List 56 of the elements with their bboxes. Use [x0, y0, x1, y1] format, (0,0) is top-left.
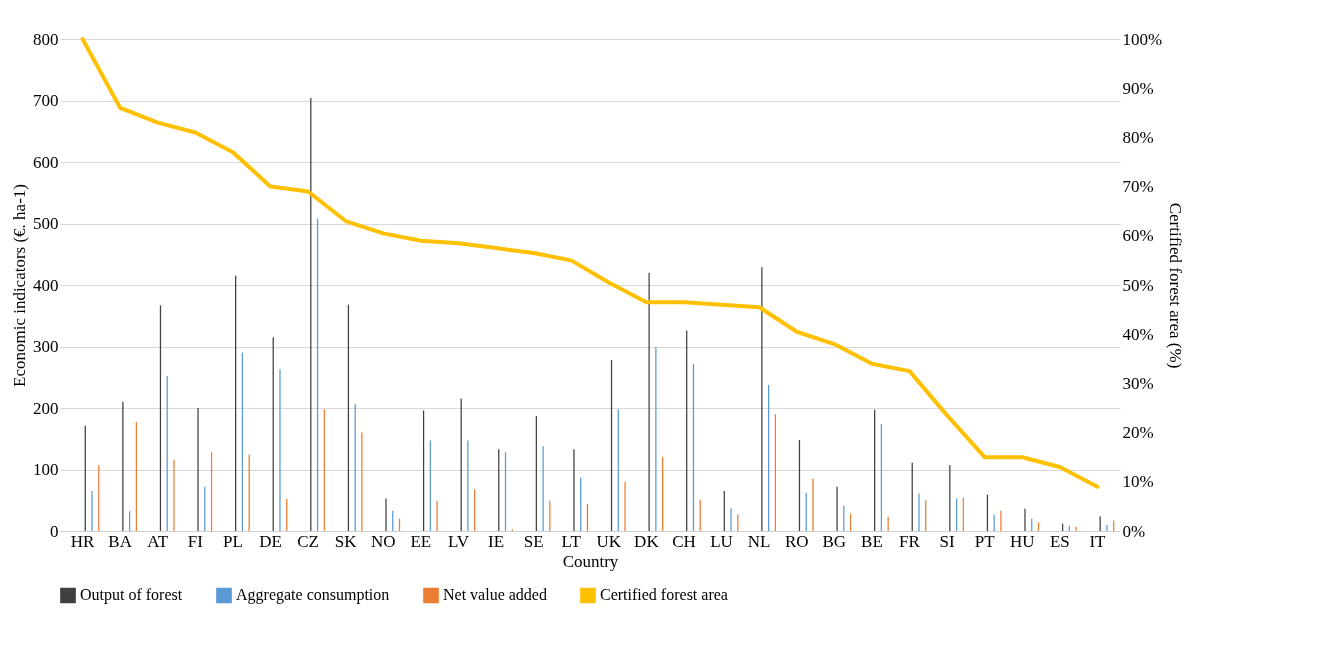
x-tick-label: SK: [334, 531, 358, 551]
x-tick-label: CH: [672, 531, 696, 551]
x-tick-label: IE: [488, 531, 505, 551]
legend-label: Output of forest: [80, 586, 183, 605]
x-tick-label: RO: [784, 531, 809, 551]
y2-axis-title: Certified forest area (%): [1166, 202, 1186, 369]
y2-tick-label: 40%: [1122, 324, 1154, 344]
x-tick-label: EE: [410, 531, 432, 551]
x-tick-label: UK: [596, 531, 622, 551]
x-tick-label: LT: [561, 531, 582, 551]
y-tick-label: 500: [33, 214, 59, 233]
x-tick-label: DE: [259, 531, 282, 551]
x-tick-label: BE: [861, 531, 883, 551]
legend-label: Aggregate consumption: [236, 586, 390, 605]
x-tick-label: BA: [108, 531, 133, 551]
y-tick-label: 700: [33, 91, 59, 110]
x-tick-label: ES: [1049, 531, 1070, 551]
y2-tick-label: 90%: [1122, 78, 1154, 98]
x-tick-label: LV: [447, 531, 470, 551]
x-tick-label: NL: [747, 531, 771, 551]
x-tick-label: FR: [899, 531, 921, 551]
y2-tick-label: 10%: [1122, 472, 1154, 492]
y-axis-title: Economic indicators (€. ha-1): [10, 184, 29, 387]
y2-tick-label: 20%: [1122, 423, 1154, 443]
y2-tick-label: 70%: [1122, 177, 1154, 197]
legend-label: Net value added: [443, 586, 547, 604]
x-axis-title: Country: [562, 551, 619, 571]
x-tick-label: PL: [222, 531, 243, 551]
y-tick-label: 600: [33, 152, 59, 172]
y2-tick-label: 30%: [1122, 373, 1154, 393]
x-tick-label: SI: [939, 531, 955, 551]
y2-tick-label: 100%: [1122, 29, 1163, 49]
y-tick-label: 0: [50, 521, 59, 541]
y2-tick-label: 0%: [1122, 521, 1146, 541]
x-tick-label: CZ: [297, 531, 319, 551]
x-tick-label: BG: [822, 531, 847, 551]
line-series: [80, 37, 1100, 489]
x-tick-label: DK: [634, 531, 660, 551]
legend-label: Certified forest area: [600, 586, 728, 604]
y-tick-label: 300: [33, 337, 59, 356]
y2-tick-label: 80%: [1122, 127, 1154, 147]
y-tick-label: 800: [33, 29, 59, 49]
x-tick-label: HR: [70, 531, 96, 551]
x-tick-label: FI: [187, 531, 204, 551]
y-tick-label: 200: [33, 398, 59, 418]
x-tick-label: IT: [1089, 531, 1107, 551]
x-tick-label: LU: [710, 531, 733, 551]
x-tick-label: SE: [523, 531, 544, 551]
x-tick-label: AT: [147, 531, 169, 551]
y-tick-label: 100: [33, 460, 59, 479]
y2-tick-label: 50%: [1122, 275, 1154, 295]
x-tick-label: NO: [370, 531, 396, 551]
x-tick-label: PT: [974, 531, 996, 551]
y-tick-label: 400: [33, 275, 59, 295]
y2-tick-label: 60%: [1122, 226, 1154, 246]
x-tick-label: HU: [1009, 531, 1035, 551]
